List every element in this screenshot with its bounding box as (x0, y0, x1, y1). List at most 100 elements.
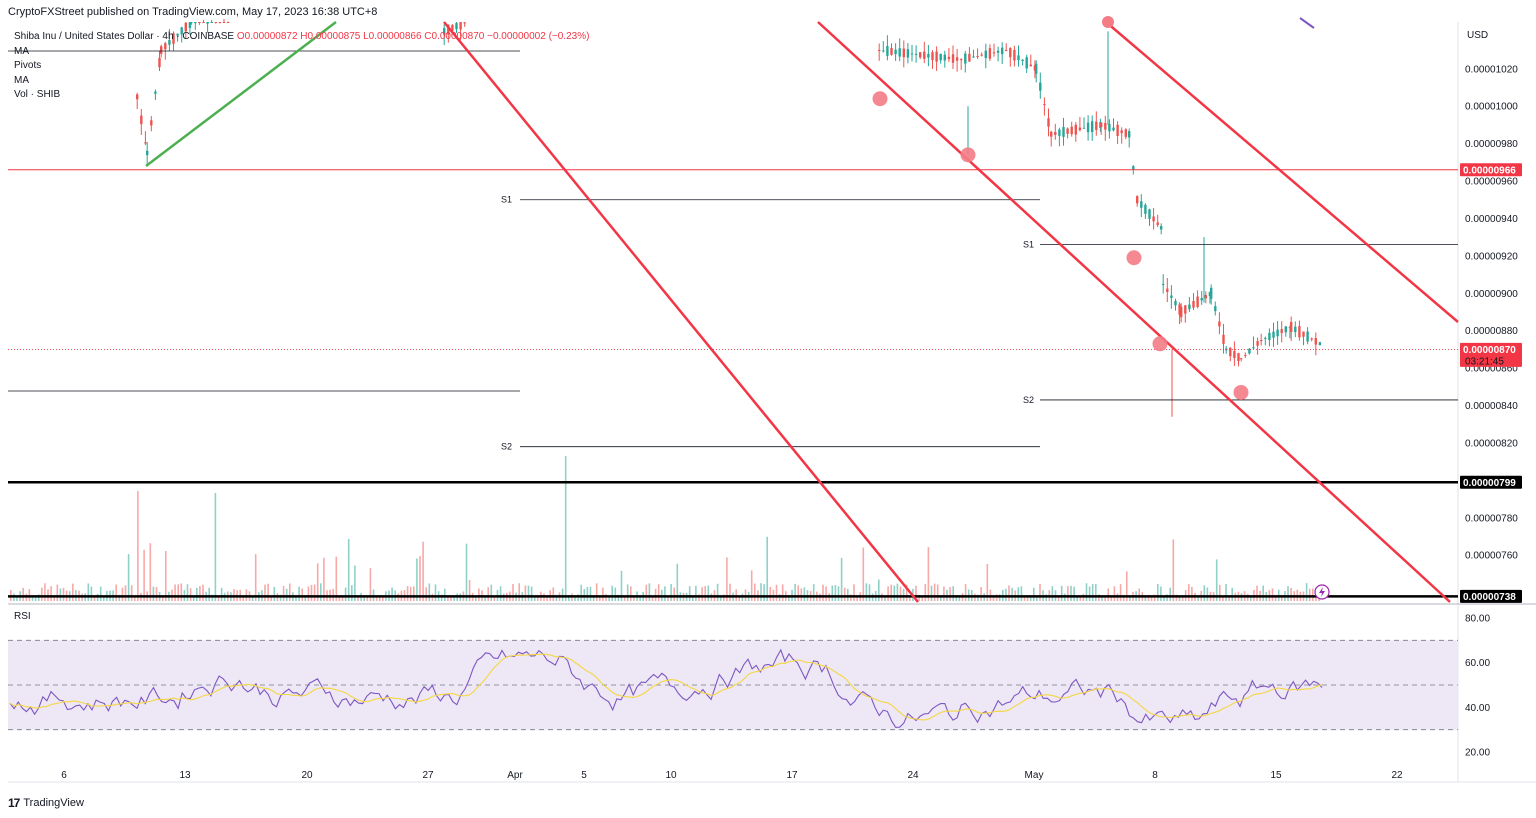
legend-volume[interactable]: Vol · SHIB (14, 89, 61, 101)
volume-bar (868, 584, 871, 601)
volume-bars (10, 456, 1320, 601)
candle-body (176, 33, 179, 36)
volume-bar (1051, 586, 1054, 601)
volume-bar (884, 596, 886, 601)
volume-bar (518, 583, 520, 601)
candle-body (1276, 329, 1279, 337)
volume-bar (561, 588, 564, 601)
candle-body (992, 52, 996, 54)
volume-bar (121, 587, 124, 601)
volume-bar (763, 584, 765, 601)
volume-bar (251, 596, 254, 601)
pivot-label-s2: S2 (501, 442, 512, 452)
volume-bar (1219, 584, 1221, 601)
candle-body (136, 94, 139, 100)
swing-point-marker (872, 91, 888, 107)
volume-bar (267, 583, 269, 601)
volume-bar (22, 587, 24, 601)
volume-bar (769, 586, 772, 601)
volume-bar (977, 594, 979, 601)
candle-body (1200, 297, 1203, 301)
swing-point-marker (1102, 16, 1114, 28)
volume-bar (1110, 596, 1113, 601)
volume-bar (1147, 594, 1150, 601)
volume-bar (1271, 588, 1274, 601)
volume-bar (16, 595, 18, 601)
volume-bar (626, 584, 629, 601)
candle-body (1086, 122, 1090, 133)
volume-bar (754, 583, 756, 601)
candle-body (1156, 222, 1159, 225)
rsi-tick-label: 60.00 (1465, 658, 1490, 669)
volume-bar (211, 594, 214, 601)
volume-bar (199, 586, 201, 601)
candle-body (1229, 347, 1232, 357)
volume-bar (933, 583, 936, 601)
candle-body (902, 48, 905, 58)
rsi-pane-label[interactable]: RSI (14, 611, 31, 622)
volume-bar (788, 594, 790, 601)
volume-bar (1101, 595, 1103, 601)
symbol-label[interactable]: Shiba Inu / United States Dollar · 4h · … (14, 31, 235, 42)
candle-body (172, 33, 175, 44)
volume-bar (936, 584, 939, 601)
price-tag (1460, 589, 1522, 603)
legend-ma-1[interactable]: MA (14, 45, 29, 57)
volume-bar (766, 536, 768, 601)
rsi-tick-label: 40.00 (1465, 703, 1490, 714)
time-tick-label: 13 (179, 770, 191, 781)
candle-body (1050, 131, 1053, 137)
volume-bar (298, 586, 300, 601)
volume-bar (645, 584, 648, 601)
candle-body (935, 51, 938, 62)
price-tag (1460, 475, 1522, 489)
candle-body (1054, 132, 1057, 135)
volume-bar (1039, 583, 1041, 601)
volume-bar (56, 584, 59, 601)
volume-bar (905, 584, 908, 601)
candle-body (194, 22, 197, 24)
legend-pivots[interactable]: Pivots (14, 60, 42, 72)
volume-bar (254, 554, 257, 601)
volume-bar (310, 584, 313, 601)
volume-bar (62, 587, 65, 601)
volume-bar (688, 586, 691, 601)
volume-bar (363, 594, 365, 601)
volume-bar (577, 594, 579, 601)
volume-bar (927, 547, 930, 601)
volume-bar (174, 584, 176, 601)
volume-bar (695, 585, 697, 601)
price-tag-label: 0.00000799 (1463, 478, 1516, 489)
volume-bar (589, 586, 592, 601)
channel-lower-line (817, 21, 1451, 603)
volume-bar (196, 587, 198, 601)
price-tag-label: 0.00000738 (1463, 592, 1516, 603)
candle-body (1043, 104, 1046, 106)
currency-label: USD (1467, 30, 1488, 41)
candle-body (1160, 226, 1163, 230)
candle-body (443, 28, 446, 35)
volume-bar (955, 595, 958, 601)
volume-bar (93, 596, 96, 601)
volume-bar (323, 557, 325, 601)
volume-bar (1274, 594, 1277, 601)
volume-bar (344, 587, 347, 601)
volume-bar (127, 554, 130, 601)
time-tick-label: 22 (1391, 770, 1403, 781)
volume-bar (285, 588, 288, 601)
candle-body (931, 52, 934, 61)
candle-body (451, 25, 454, 31)
volume-bar (341, 595, 344, 601)
candle-body (160, 46, 163, 54)
volume-bar (1076, 596, 1078, 601)
footer-brand[interactable]: TradingView (23, 797, 84, 809)
volume-bar (165, 550, 167, 601)
candle-body (463, 22, 466, 24)
price-tick-label: 0.00000860 (1465, 364, 1518, 375)
candle-body (976, 55, 979, 57)
volume-bar (896, 583, 899, 601)
candle-body (1082, 127, 1086, 129)
legend-ma-2[interactable]: MA (14, 74, 29, 86)
volume-bar (217, 596, 220, 601)
